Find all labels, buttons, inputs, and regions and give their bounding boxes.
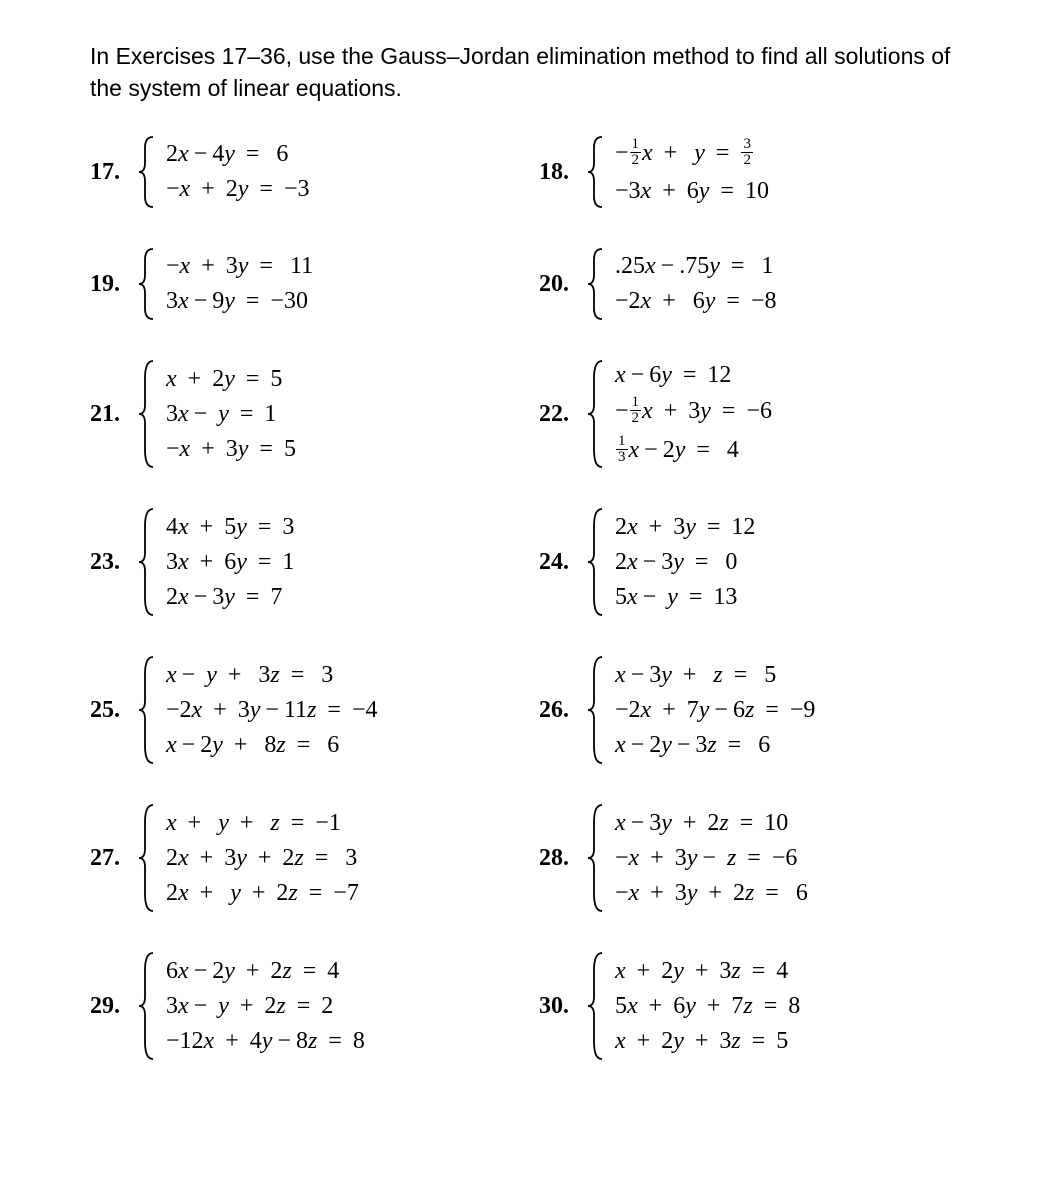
equation: 5x + 6y + 7z = 8 xyxy=(615,993,800,1020)
exercise-grid: 17. 2x−4y = 6 −x + 2y = −3 18. −12x + y =… xyxy=(90,134,968,1062)
exercise: 23. 4x + 5y = 3 3x + 6y = 1 2x−3y = 7 xyxy=(90,506,519,618)
exercise-number: 17. xyxy=(90,159,128,186)
equation-system: x−3y + 2z = 10 −x + 3y− z = −6 −x + 3y + 2… xyxy=(615,810,808,907)
exercise-number: 23. xyxy=(90,549,128,576)
equation-system: x−3y + z = 5 −2x + 7y−6z = −9 x−2y−3z = 6 xyxy=(615,662,815,759)
exercise-number: 22. xyxy=(539,401,577,428)
equation: 5x− y = 13 xyxy=(615,584,755,611)
equation: 6x−2y + 2z = 4 xyxy=(166,958,365,985)
equation: −3x + 6y = 10 xyxy=(615,178,769,205)
brace-icon xyxy=(587,506,605,618)
equation-system: 6x−2y + 2z = 4 3x− y + 2z = 2 −12x + 4y−8z… xyxy=(166,958,365,1055)
equation: −2x + 7y−6z = −9 xyxy=(615,697,815,724)
brace-icon xyxy=(587,134,605,210)
equation-system: x− y + 3z = 3 −2x + 3y−11z = −4 x−2y + 8z … xyxy=(166,662,378,759)
brace-icon xyxy=(587,358,605,470)
exercise: 19. −x + 3y = 11 3x−9y = −30 xyxy=(90,246,519,322)
equation: x−6y = 12 xyxy=(615,362,772,389)
equation: −x + 3y− z = −6 xyxy=(615,845,808,872)
exercise: 29. 6x−2y + 2z = 4 3x− y + 2z = 2 −12x + 4… xyxy=(90,950,519,1062)
equation-system: x + y + z = −1 2x + 3y + 2z = 3 2x + y + 2… xyxy=(166,810,359,907)
equation: 3x− y = 1 xyxy=(166,401,296,428)
exercise-number: 30. xyxy=(539,993,577,1020)
equation-system: x−6y = 12 −12x + 3y = −6 13x−2y = 4 xyxy=(615,362,772,467)
equation: −12x + y = 32 xyxy=(615,139,769,170)
exercise: 30. x + 2y + 3z = 45x + 6y + 7z = 8x + 2… xyxy=(539,950,968,1062)
brace-icon xyxy=(587,950,605,1062)
exercise: 28. x−3y + 2z = 10 −x + 3y− z = −6 −x + 3y… xyxy=(539,802,968,914)
exercise: 22. x−6y = 12 −12x + 3y = −6 13x−2y = 4 xyxy=(539,358,968,470)
brace-icon xyxy=(587,802,605,914)
equation: x + y + z = −1 xyxy=(166,810,359,837)
exercise: 20. .25x−.75y = 1 −2x + 6y = −8 xyxy=(539,246,968,322)
equation: x−3y + z = 5 xyxy=(615,662,815,689)
exercise: 17. 2x−4y = 6 −x + 2y = −3 xyxy=(90,134,519,210)
equation: x−2y + 8z = 6 xyxy=(166,732,378,759)
equation-system: −x + 3y = 11 3x−9y = −30 xyxy=(166,253,313,315)
exercise: 26. x−3y + z = 5 −2x + 7y−6z = −9 x−2y−3z … xyxy=(539,654,968,766)
exercise-number: 20. xyxy=(539,271,577,298)
brace-icon xyxy=(138,246,156,322)
equation: 3x−9y = −30 xyxy=(166,288,313,315)
equation: x− y + 3z = 3 xyxy=(166,662,378,689)
equation: −x + 3y = 11 xyxy=(166,253,313,280)
exercise: 18. −12x + y = 32 −3x + 6y = 10 xyxy=(539,134,968,210)
equation: −12x + 4y−8z = 8 xyxy=(166,1028,365,1055)
equation-system: .25x−.75y = 1 −2x + 6y = −8 xyxy=(615,253,777,315)
equation: −12x + 3y = −6 xyxy=(615,397,772,428)
brace-icon xyxy=(587,246,605,322)
equation-system: x + 2y = 5 3x− y = 1 −x + 3y = 5 xyxy=(166,366,296,463)
equation: x−2y−3z = 6 xyxy=(615,732,815,759)
brace-icon xyxy=(138,654,156,766)
brace-icon xyxy=(138,802,156,914)
exercise-number: 24. xyxy=(539,549,577,576)
equation: x + 2y + 3z = 5 xyxy=(615,1028,800,1055)
equation: −x + 2y = −3 xyxy=(166,176,310,203)
equation: x−3y + 2z = 10 xyxy=(615,810,808,837)
exercise-number: 19. xyxy=(90,271,128,298)
equation-system: 2x + 3y = 12 2x−3y = 0 5x− y = 13 xyxy=(615,514,755,611)
equation: .25x−.75y = 1 xyxy=(615,253,777,280)
equation: 2x + y + 2z = −7 xyxy=(166,880,359,907)
exercise-number: 26. xyxy=(539,697,577,724)
brace-icon xyxy=(587,654,605,766)
equation: −x + 3y = 5 xyxy=(166,436,296,463)
equation: 3x + 6y = 1 xyxy=(166,549,294,576)
exercise: 24. 2x + 3y = 12 2x−3y = 0 5x− y = 13 xyxy=(539,506,968,618)
brace-icon xyxy=(138,134,156,210)
equation: 2x + 3y + 2z = 3 xyxy=(166,845,359,872)
equation-system: 2x−4y = 6 −x + 2y = −3 xyxy=(166,141,310,203)
exercise: 25. x− y + 3z = 3 −2x + 3y−11z = −4 x−2y +… xyxy=(90,654,519,766)
equation: 13x−2y = 4 xyxy=(615,436,772,467)
equation: −x + 3y + 2z = 6 xyxy=(615,880,808,907)
equation: −2x + 3y−11z = −4 xyxy=(166,697,378,724)
exercise-number: 28. xyxy=(539,845,577,872)
equation-system: 4x + 5y = 3 3x + 6y = 1 2x−3y = 7 xyxy=(166,514,294,611)
equation: 2x−3y = 0 xyxy=(615,549,755,576)
equation: 3x− y + 2z = 2 xyxy=(166,993,365,1020)
exercise: 27. x + y + z = −1 2x + 3y + 2z = 3 2x + y… xyxy=(90,802,519,914)
instructions-text: In Exercises 17–36, use the Gauss–Jordan… xyxy=(90,40,968,104)
exercise-number: 21. xyxy=(90,401,128,428)
equation-system: x + 2y + 3z = 4 5x + 6y + 7z = 8 x + 2y + … xyxy=(615,958,800,1055)
equation: −2x + 6y = −8 xyxy=(615,288,777,315)
exercise-number: 18. xyxy=(539,159,577,186)
brace-icon xyxy=(138,950,156,1062)
equation: 2x + 3y = 12 xyxy=(615,514,755,541)
equation: 2x−4y = 6 xyxy=(166,141,310,168)
equation: 2x−3y = 7 xyxy=(166,584,294,611)
exercise: 21. x + 2y = 5 3x− y = 1 −x + 3y = 5 xyxy=(90,358,519,470)
brace-icon xyxy=(138,506,156,618)
equation: x + 2y = 5 xyxy=(166,366,296,393)
equation: 4x + 5y = 3 xyxy=(166,514,294,541)
exercise-number: 25. xyxy=(90,697,128,724)
exercise-number: 27. xyxy=(90,845,128,872)
exercise-number: 29. xyxy=(90,993,128,1020)
equation: x + 2y + 3z = 4 xyxy=(615,958,800,985)
equation-system: −12x + y = 32 −3x + 6y = 10 xyxy=(615,139,769,205)
brace-icon xyxy=(138,358,156,470)
